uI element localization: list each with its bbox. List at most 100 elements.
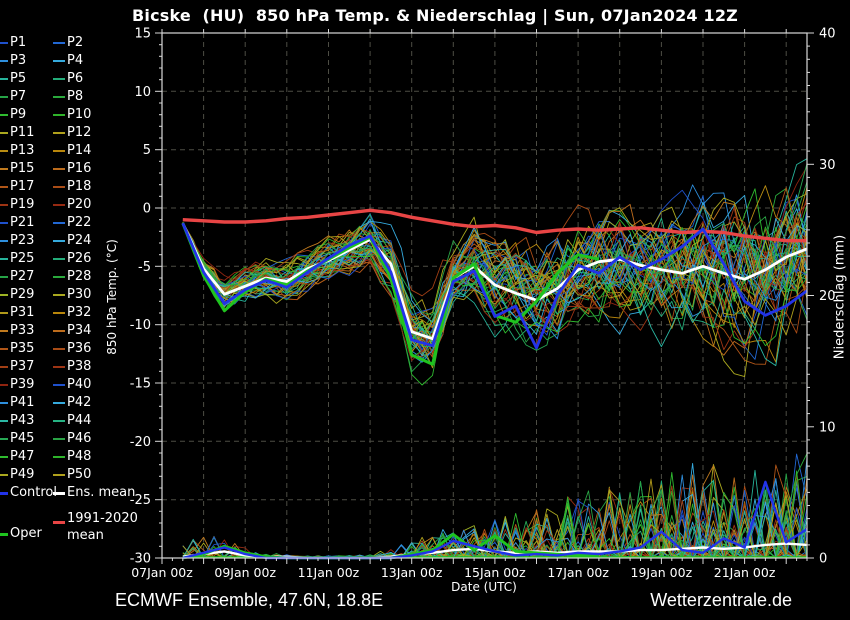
chart-title: Bicske (HU) 850 hPa Temp. & Niederschlag… [132, 6, 738, 25]
member-temp-line [182, 220, 808, 363]
date-tick-label: 13Jan 00z [381, 565, 443, 580]
legend-label-p11: P11 [10, 125, 35, 140]
legend-label-p1: P1 [10, 35, 27, 50]
legend-swatch-p24 [53, 240, 65, 242]
legend-swatch-p49 [0, 474, 8, 476]
legend-label-p16: P16 [67, 161, 92, 176]
legend-swatch-p2 [53, 42, 65, 44]
legend-label-p14: P14 [67, 143, 92, 158]
member-temp-line [182, 187, 808, 357]
legend-swatch-p44 [53, 420, 65, 422]
temp-tick-label: 10 [134, 85, 151, 100]
date-tick-label: 09Jan 00z [214, 565, 276, 580]
legend-swatch-p19 [0, 204, 8, 206]
precip-tick-label: 0 [819, 552, 827, 567]
temp-tick-label: -15 [130, 377, 151, 392]
legend-swatch-p43 [0, 420, 8, 422]
legend-label-p36: P36 [67, 341, 92, 356]
member-temp-line [182, 204, 808, 334]
legend-label-p28: P28 [67, 269, 92, 284]
temp-tick-label: 15 [134, 27, 151, 42]
legend-label-climate-line1: 1991-2020 [67, 511, 138, 526]
legend-swatch-p12 [53, 132, 65, 134]
legend-label-p19: P19 [10, 197, 35, 212]
member-temp-line [182, 217, 808, 323]
legend-label-ens-mean: Ens. mean [67, 485, 136, 500]
legend-swatch-p42 [53, 402, 65, 404]
legend-swatch-p5 [0, 78, 8, 80]
legend-swatch-p41 [0, 402, 8, 404]
legend-label-p5: P5 [10, 71, 27, 86]
legend-label-p18: P18 [67, 179, 92, 194]
legend-label-p10: P10 [67, 107, 92, 122]
ens-mean-temp-line [181, 222, 808, 341]
legend-swatch-p8 [53, 96, 65, 98]
legend-swatch-oper [0, 532, 8, 536]
legend-swatch-p30 [53, 294, 65, 296]
ensemble-legend: P1 P2 P3 P4 P5 P6 P7 P8 P9 P10 P11 P12 P13 P14 P15 P16 P… [0, 0, 150, 620]
legend-swatch-p11 [0, 132, 8, 134]
legend-swatch-p25 [0, 258, 8, 260]
precip-axis-label: Niederschlag (mm) [832, 234, 848, 360]
legend-label-p27: P27 [10, 269, 35, 284]
legend-label-p48: P48 [67, 449, 92, 464]
legend-swatch-p29 [0, 294, 8, 296]
date-tick-label: 19Jan 00z [631, 565, 693, 580]
legend-swatch-p7 [0, 96, 8, 98]
legend-swatch-p1 [0, 42, 8, 44]
legend-swatch-p38 [53, 366, 65, 368]
legend-label-p23: P23 [10, 233, 35, 248]
legend-label-p26: P26 [67, 251, 92, 266]
legend-swatch-p39 [0, 384, 8, 386]
legend-label-p32: P32 [67, 305, 92, 320]
legend-label-p41: P41 [10, 395, 35, 410]
legend-swatch-p23 [0, 240, 8, 242]
legend-label-p20: P20 [67, 197, 92, 212]
date-tick-label: 21Jan 00z [714, 565, 776, 580]
temp-tick-label: -10 [130, 318, 151, 333]
legend-label-p42: P42 [67, 395, 92, 410]
legend-swatch-p40 [53, 384, 65, 386]
legend-label-p33: P33 [10, 323, 35, 338]
legend-label-p47: P47 [10, 449, 35, 464]
legend-swatch-p10 [53, 114, 65, 116]
date-tick-label: 11Jan 00z [298, 565, 360, 580]
date-axis-label: Date (UTC) [451, 580, 517, 594]
legend-swatch-p18 [53, 186, 65, 188]
legend-label-p24: P24 [67, 233, 92, 248]
legend-swatch-p47 [0, 456, 8, 458]
temp-tick-label: -5 [138, 260, 151, 275]
legend-swatch-p4 [53, 60, 65, 62]
temp-tick-label: -20 [130, 435, 151, 450]
legend-label-p9: P9 [10, 107, 27, 122]
legend-label-p31: P31 [10, 305, 35, 320]
legend-swatch-p34 [53, 330, 65, 332]
legend-label-p38: P38 [67, 359, 92, 374]
legend-label-p12: P12 [67, 125, 92, 140]
legend-label-p3: P3 [10, 53, 27, 68]
legend-label-p34: P34 [67, 323, 92, 338]
member-temp-line [182, 210, 808, 366]
legend-swatch-p48 [53, 456, 65, 458]
member-temp-line [182, 166, 808, 361]
legend-swatch-p3 [0, 60, 8, 62]
legend-swatch-p28 [53, 276, 65, 278]
legend-swatch-p13 [0, 150, 8, 152]
legend-label-p37: P37 [10, 359, 35, 374]
legend-swatch-p16 [53, 168, 65, 170]
legend-swatch-p37 [0, 366, 8, 368]
legend-swatch-p21 [0, 222, 8, 224]
date-tick-label: 17Jan 00z [547, 565, 609, 580]
temp-tick-label: 5 [143, 143, 151, 158]
legend-label-p7: P7 [10, 89, 27, 104]
legend-label-p45: P45 [10, 431, 35, 446]
legend-label-oper: Oper [10, 526, 42, 541]
legend-swatch-p36 [53, 348, 65, 350]
legend-label-climate-line2: mean [67, 528, 104, 543]
legend-swatch-p33 [0, 330, 8, 332]
model-info-text: ECMWF Ensemble, 47.6N, 18.8E [115, 590, 384, 610]
precip-tick-label: 20 [819, 289, 836, 304]
legend-label-p43: P43 [10, 413, 35, 428]
legend-swatch-p20 [53, 204, 65, 206]
